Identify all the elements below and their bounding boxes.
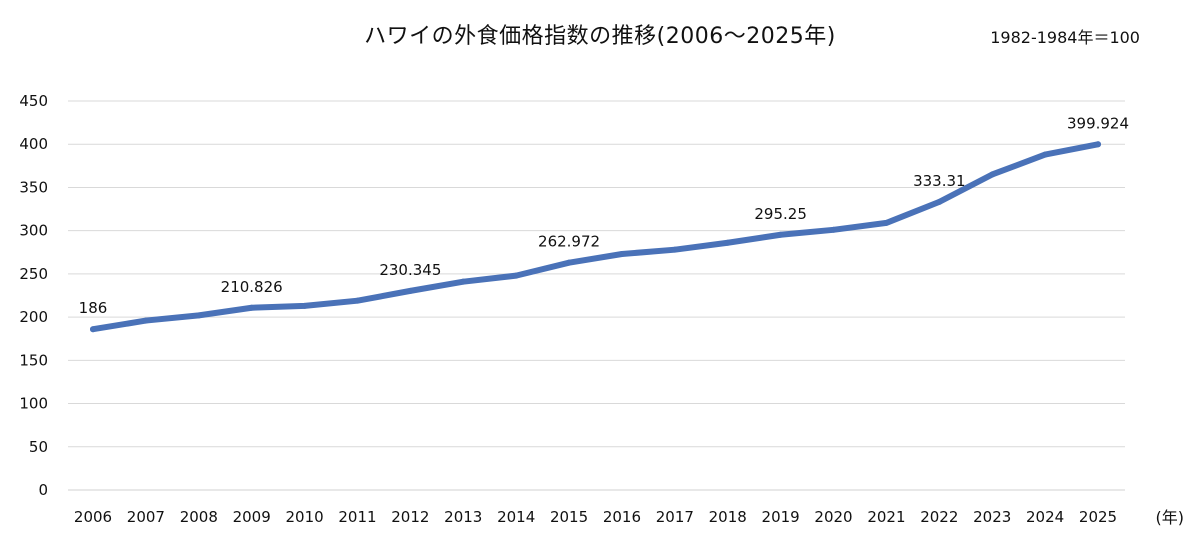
data-point [460,278,467,285]
data-point [936,198,943,205]
data-point [407,287,414,294]
x-axis-unit-label: (年) [1155,508,1185,527]
data-label: 333.31 [913,172,966,190]
x-tick-label: 2025 [1079,508,1117,526]
data-point [830,226,837,233]
x-tick-label: 2023 [973,508,1011,526]
x-tick-label: 2024 [1026,508,1064,526]
y-tick-label: 200 [19,308,48,326]
y-tick-label: 350 [19,178,48,196]
x-tick-label: 2022 [920,508,958,526]
data-point [566,259,573,266]
y-tick-label: 300 [19,222,48,240]
x-tick-label: 2011 [338,508,376,526]
data-point [989,171,996,178]
chart-title: ハワイの外食価格指数の推移(2006〜2025年) [364,24,836,49]
data-point [618,251,625,258]
chart-note: 1982-1984年＝100 [990,28,1140,47]
data-point [142,317,149,324]
x-tick-label: 2006 [74,508,112,526]
x-tick-label: 2009 [233,508,271,526]
x-tick-label: 2014 [497,508,535,526]
data-label: 230.345 [379,261,441,279]
x-tick-label: 2019 [762,508,800,526]
data-point [1095,141,1101,148]
data-label: 399.924 [1067,114,1129,132]
y-tick-label: 450 [19,92,48,110]
data-point [671,246,678,253]
x-tick-label: 2017 [656,508,694,526]
data-label: 262.972 [538,233,600,251]
data-point [777,231,784,238]
y-tick-label: 150 [19,351,48,369]
data-point [724,239,731,246]
x-tick-label: 2010 [285,508,323,526]
data-label: 295.25 [754,205,807,223]
x-tick-label: 2020 [814,508,852,526]
data-point [195,312,202,319]
series-line [90,141,1101,333]
data-point [90,326,96,333]
y-tick-label: 400 [19,135,48,153]
x-tick-label: 2018 [709,508,747,526]
y-tick-label: 250 [19,265,48,283]
x-tick-label: 2016 [603,508,641,526]
x-tick-label: 2013 [444,508,482,526]
data-point [354,297,361,304]
data-point [513,272,520,279]
x-tick-label: 2021 [867,508,905,526]
x-tick-label: 2007 [127,508,165,526]
y-tick-label: 100 [19,395,48,413]
data-point [1042,151,1049,158]
x-tick-label: 2012 [391,508,429,526]
data-point [301,302,308,309]
data-label: 186 [79,299,108,317]
data-label: 210.826 [221,278,283,296]
x-tick-label: 2015 [550,508,588,526]
data-point [248,304,255,311]
data-point [883,219,890,226]
x-tick-label: 2008 [180,508,218,526]
y-tick-label: 50 [29,438,48,456]
y-tick-label: 0 [38,481,48,499]
